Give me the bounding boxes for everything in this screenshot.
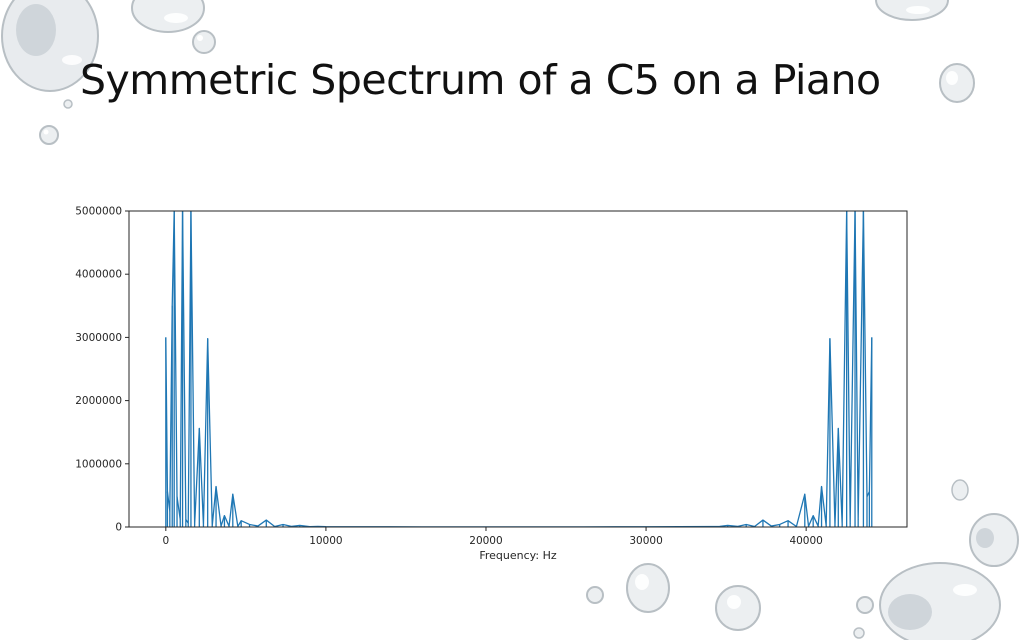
y-tick-label: 1000000 [75, 458, 122, 470]
x-tick-label: 30000 [629, 535, 662, 547]
water-droplet-icon [875, 0, 949, 21]
x-axis-label: Frequency: Hz [479, 549, 557, 562]
water-droplet-icon [715, 585, 761, 631]
x-tick-label: 0 [162, 535, 169, 547]
plot-frame [128, 210, 908, 528]
y-tick-label: 0 [115, 522, 122, 534]
slide-title: Symmetric Spectrum of a C5 on a Piano [80, 56, 881, 104]
water-droplet-icon [586, 586, 604, 604]
x-tick-label: 40000 [789, 535, 822, 547]
y-axis: 0 1000000 2000000 3000000 4000000 5000000 [75, 206, 129, 534]
water-droplet-icon [969, 513, 1019, 567]
y-tick-label: 5000000 [75, 206, 122, 218]
y-tick-label: 4000000 [75, 269, 122, 281]
water-droplet-icon [39, 125, 59, 145]
series-line [165, 211, 873, 527]
plot-area [165, 211, 873, 527]
x-tick-label: 20000 [469, 535, 502, 547]
water-droplet-icon [939, 63, 975, 103]
water-droplet-icon [63, 99, 73, 109]
water-droplet-icon [853, 627, 865, 639]
spectrum-chart: 0 10000 20000 30000 40000 0 1000000 2000000 300… [75, 206, 908, 562]
water-droplet-icon [856, 596, 874, 614]
water-droplet-icon [192, 30, 216, 54]
water-droplet-icon [131, 0, 205, 33]
y-tick-label: 2000000 [75, 395, 122, 407]
x-tick-label: 10000 [309, 535, 342, 547]
x-axis: 0 10000 20000 30000 40000 [162, 527, 823, 547]
y-tick-label: 3000000 [75, 332, 122, 344]
water-droplet-icon [951, 479, 969, 501]
